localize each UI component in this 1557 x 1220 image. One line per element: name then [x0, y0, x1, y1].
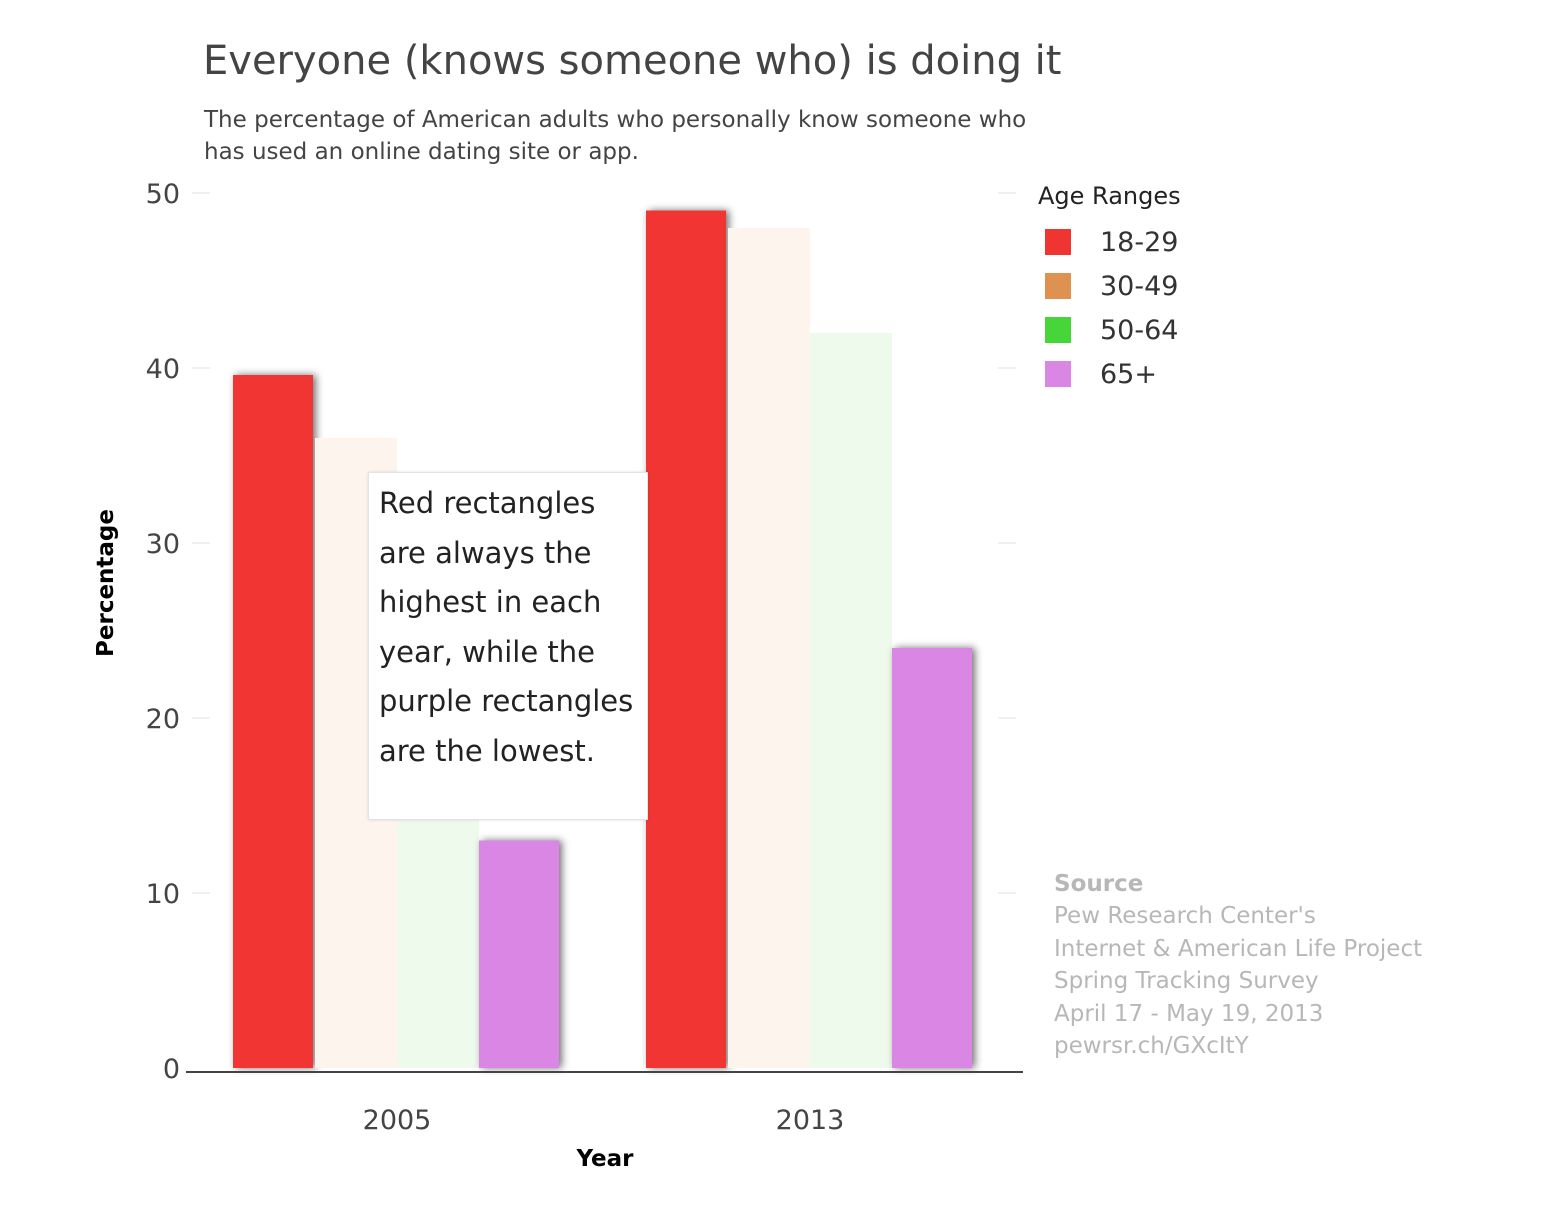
legend-item-65-plus[interactable]: 65+ [1038, 352, 1181, 396]
source-line: pewrsr.ch/GXcItY [1054, 1033, 1249, 1060]
legend-item-18-29[interactable]: 18-29 [1038, 220, 1181, 264]
y-axis-title: Percentage [93, 509, 119, 657]
source-line: Spring Tracking Survey [1054, 968, 1319, 995]
legend: Age Ranges 18-29 30-49 50-64 65+ [1038, 182, 1181, 396]
source-line: April 17 - May 19, 2013 [1054, 1000, 1324, 1027]
legend-item-30-49[interactable]: 30-49 [1038, 264, 1181, 308]
y-tick-label-10: 10 [146, 879, 180, 910]
chart-subtitle: The percentage of American adults who pe… [204, 107, 1027, 165]
bar-18-29-2013[interactable] [646, 210, 726, 1069]
legend-title: Age Ranges [1038, 182, 1181, 210]
legend-swatch-50-64 [1045, 317, 1071, 343]
legend-label: 50-64 [1100, 314, 1179, 346]
legend-item-50-64[interactable]: 50-64 [1038, 308, 1181, 352]
annotation-box: Red rectangles are always the highest in… [368, 472, 648, 820]
source-line: Internet & American Life Project [1054, 935, 1423, 962]
x-tick-label-2005: 2005 [363, 1105, 432, 1136]
legend-swatch-18-29 [1045, 229, 1071, 255]
bar-50-64-2005[interactable] [397, 770, 479, 1069]
x-axis-ticks: 2005 2013 [363, 1105, 845, 1136]
chart-title: Everyone (knows someone who) is doing it [203, 38, 1062, 84]
y-tick-label-20: 20 [146, 704, 180, 735]
legend-swatch-65-plus [1045, 361, 1071, 387]
bar-30-49-2013[interactable] [728, 228, 810, 1068]
source-block: Source Pew Research Center's Internet & … [1054, 868, 1422, 1062]
x-tick-label-2013: 2013 [776, 1105, 845, 1136]
legend-swatch-30-49 [1045, 273, 1071, 299]
y-tick-label-0: 0 [163, 1054, 180, 1085]
bar-65-plus-2005[interactable] [479, 840, 559, 1069]
source-line: Pew Research Center's [1054, 903, 1316, 930]
legend-label: 18-29 [1100, 226, 1179, 258]
y-tick-label-40: 40 [146, 354, 180, 385]
x-axis-title: Year [575, 1146, 634, 1172]
y-tick-label-30: 30 [146, 529, 180, 560]
bars [233, 210, 972, 1069]
source-heading: Source [1054, 871, 1144, 897]
y-tick-label-50: 50 [146, 179, 180, 210]
y-axis-ticks: 0 10 20 30 40 50 [146, 179, 180, 1085]
legend-label: 65+ [1100, 358, 1157, 390]
bar-65-plus-2013[interactable] [892, 648, 972, 1068]
bar-18-29-2005[interactable] [233, 375, 313, 1068]
legend-label: 30-49 [1100, 270, 1179, 302]
gridlines [192, 192, 1016, 894]
bar-50-64-2013[interactable] [810, 333, 892, 1068]
